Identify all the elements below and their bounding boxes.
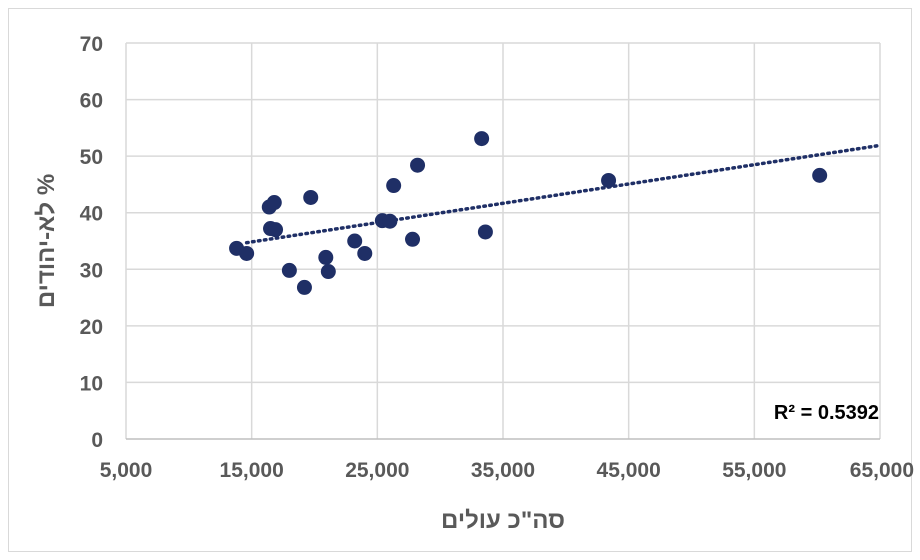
y-tick-label: 40 (80, 203, 103, 226)
data-point (410, 157, 426, 173)
y-tick-label: 0 (91, 429, 103, 452)
data-point (296, 279, 312, 295)
x-tick-label: 5,000 (100, 459, 153, 482)
chart-frame (8, 8, 912, 552)
data-point (382, 213, 398, 229)
data-point (347, 233, 363, 249)
data-point (386, 178, 402, 194)
data-point (303, 189, 319, 205)
gridlines (125, 42, 881, 439)
r-squared-label: R² = 0.5392 (774, 402, 879, 424)
data-point (239, 245, 255, 261)
data-point (477, 224, 493, 240)
x-tick-label: 55,000 (722, 459, 786, 482)
y-tick-label: 60 (80, 90, 103, 113)
y-axis-title: לא-יהודים % (33, 174, 60, 308)
trendline (244, 143, 882, 245)
data-point (266, 195, 282, 211)
data-point (268, 222, 284, 238)
y-tick-label: 30 (80, 259, 103, 282)
x-tick-label: 45,000 (597, 459, 661, 482)
data-point (474, 131, 490, 147)
data-point (812, 167, 828, 183)
data-point (318, 249, 334, 265)
y-tick-label: 10 (80, 372, 103, 395)
x-tick-labels: 5,000 15,000 25,000 35,000 45,000 55,000 65,00… (100, 459, 914, 482)
x-tick-label: 65,000 (850, 459, 914, 482)
data-point (281, 262, 297, 278)
data-point (601, 172, 617, 188)
data-point (405, 231, 421, 247)
y-tick-label: 70 (80, 33, 103, 56)
x-tick-label: 35,000 (471, 459, 535, 482)
data-point (320, 264, 336, 280)
y-tick-labels: 0 10 20 30 40 50 60 70 (80, 33, 103, 452)
x-tick-label: 25,000 (345, 459, 409, 482)
data-points (229, 131, 828, 295)
x-tick-label: 15,000 (220, 459, 284, 482)
y-tick-label: 20 (80, 316, 103, 339)
data-point (357, 245, 373, 261)
y-tick-label: 50 (80, 146, 103, 169)
x-axis-title: סה"כ עולים (441, 507, 565, 534)
